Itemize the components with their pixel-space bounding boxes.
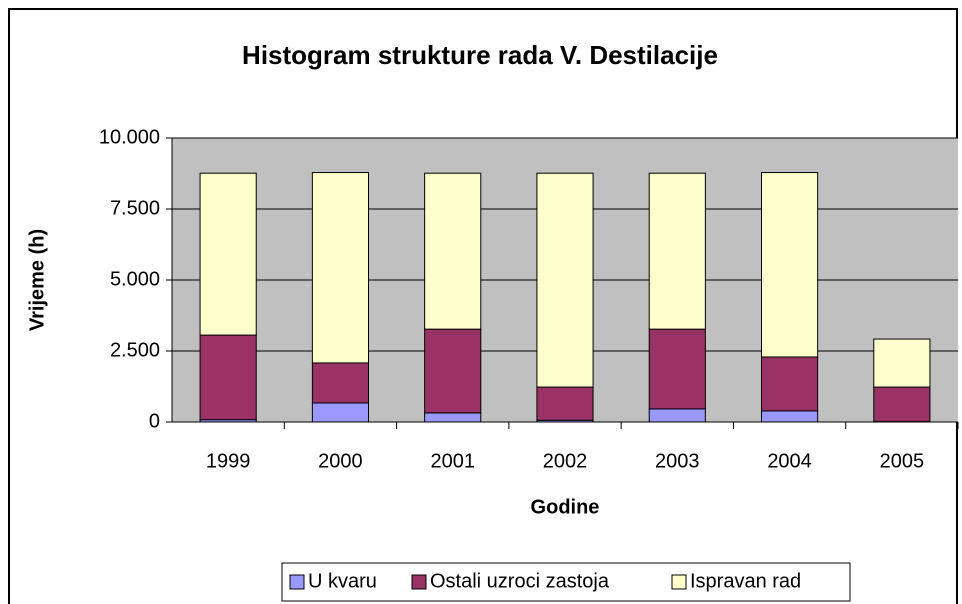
bar-segment [311, 172, 370, 364]
x-tick-label: 2000 [318, 450, 363, 472]
y-tick-label: 10.000 [99, 126, 160, 148]
y-tick-label: 5.000 [110, 268, 160, 290]
y-axis-label: Vrijeme (h) [26, 229, 48, 331]
bar-segment [536, 172, 594, 388]
bar-segment [761, 410, 819, 423]
bar-segment [199, 172, 257, 336]
x-axis-label: Godine [531, 496, 600, 518]
bar-segment [648, 328, 706, 410]
bar-segment [311, 362, 370, 404]
legend-box [281, 562, 851, 602]
legend-swatch [289, 574, 305, 590]
bar-segment [648, 172, 706, 330]
bar-segment [873, 338, 931, 388]
bar-segment [311, 402, 370, 423]
y-tick-label: 0 [149, 410, 160, 432]
x-tick-label: 2002 [543, 450, 588, 472]
y-tick-label: 2.500 [110, 339, 160, 361]
x-tick-label: 2005 [880, 450, 925, 472]
bar-segment [424, 328, 482, 414]
x-tick-label: 1999 [206, 450, 251, 472]
legend-swatch [411, 574, 427, 590]
legend-swatch [671, 574, 687, 590]
legend-label: Ostali uzroci zastoja [430, 570, 610, 592]
chart-title: Histogram strukture rada V. Destilacije [242, 40, 718, 70]
bar-segment [648, 408, 706, 423]
bar-segment [873, 386, 931, 422]
legend-label: Ispravan rad [690, 570, 801, 592]
bar-segment [536, 386, 594, 421]
bar-segment [424, 412, 482, 423]
bar-segment [761, 356, 819, 412]
bar-segment [424, 172, 482, 330]
x-tick-label: 2003 [655, 450, 700, 472]
bar-segment [199, 334, 257, 421]
bar-segment [761, 172, 819, 358]
y-tick-label: 7.500 [110, 197, 160, 219]
legend-label: U kvaru [308, 570, 377, 592]
x-tick-label: 2004 [767, 450, 812, 472]
x-tick-label: 2001 [430, 450, 475, 472]
